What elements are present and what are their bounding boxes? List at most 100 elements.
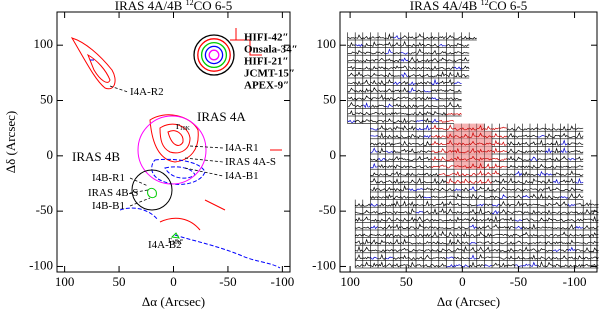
- spectrum: [377, 226, 386, 230]
- spectrum: [347, 87, 356, 93]
- spectrum: [362, 216, 371, 222]
- spectrum: [461, 165, 470, 169]
- spectrum: [400, 96, 409, 99]
- spectrum: [499, 194, 508, 199]
- spectrum: [430, 188, 439, 192]
- spectrum: [400, 264, 409, 266]
- spectrum: [370, 211, 379, 214]
- spectrum: [446, 200, 455, 206]
- spectrum: [347, 119, 356, 123]
- spectrum: [529, 193, 538, 199]
- spectrum: [529, 203, 538, 206]
- spectrum: [415, 97, 424, 101]
- spectrum: [355, 67, 363, 70]
- spectrum: [385, 127, 394, 131]
- spectrum: [446, 66, 455, 70]
- x-tick-label: -50: [510, 274, 527, 289]
- spectrum: [468, 261, 477, 268]
- y-tick-label: 0: [47, 147, 54, 162]
- spectrum: [499, 218, 508, 222]
- spectrum: [446, 59, 455, 62]
- spectrum: [354, 203, 364, 207]
- spectrum: [507, 141, 516, 146]
- spectrum: [408, 242, 417, 245]
- spectrum: [537, 163, 546, 169]
- spectrum: [370, 72, 379, 77]
- spectrum: [370, 256, 379, 260]
- spectrum: [469, 246, 477, 252]
- spectrum: [499, 209, 508, 215]
- spectrum: [370, 127, 379, 131]
- spectrum: [393, 256, 402, 260]
- spectrum: [423, 240, 432, 244]
- spectrum: [400, 52, 409, 55]
- spectrum: [544, 202, 553, 207]
- spectrum: [446, 231, 455, 237]
- spectrum: [430, 165, 439, 169]
- emission: [484, 138, 492, 147]
- spectrum: [491, 210, 500, 215]
- spectrum: [430, 74, 440, 78]
- spectrum: [362, 66, 371, 70]
- spectrum: [453, 188, 462, 191]
- spectrum: [560, 188, 569, 192]
- spectrum: [544, 217, 554, 222]
- y-tick-label: 100: [34, 36, 54, 51]
- spectrum: [431, 155, 440, 162]
- annotation: I4B-R1: [92, 172, 125, 184]
- spectrum: [544, 261, 554, 268]
- spectrum: [484, 158, 493, 161]
- spectrum: [393, 187, 402, 192]
- spectrum: [529, 178, 538, 184]
- x-tick-label: 100: [340, 274, 360, 289]
- spectrum: [469, 233, 477, 237]
- spectrum: [514, 149, 523, 154]
- spectrum: [545, 256, 554, 260]
- annotation-text: I4A-B2: [148, 239, 182, 251]
- spectrum: [575, 255, 584, 260]
- spectrum: [491, 188, 500, 192]
- spectrum: [408, 43, 417, 47]
- spectrum: [400, 195, 409, 200]
- spectrum: [583, 234, 592, 238]
- emission: [476, 123, 485, 132]
- spectrum: [461, 56, 470, 62]
- spectrum: [582, 263, 591, 267]
- spectrum: [446, 139, 455, 146]
- y-tick-label: -50: [319, 202, 336, 217]
- spectrum: [385, 263, 394, 268]
- spectrum: [567, 246, 576, 252]
- spectrum: [385, 249, 394, 252]
- annotation-text: I4B-R1: [92, 172, 125, 184]
- emission: [469, 138, 477, 147]
- x-tick-label: -50: [219, 274, 236, 289]
- spectrum: [385, 150, 394, 154]
- annotation-text: r: [176, 120, 180, 132]
- spectrum: [362, 102, 371, 109]
- spectrum: [347, 41, 356, 48]
- beam-circle: [208, 49, 220, 61]
- spectrum: [423, 264, 432, 268]
- spectrum: [423, 96, 432, 100]
- title-part: IRAS 4A/4B: [115, 0, 186, 13]
- spectrum: [522, 158, 531, 161]
- spectrum: [537, 135, 546, 138]
- spectrum: [567, 233, 576, 237]
- emission: [469, 146, 477, 154]
- spectrum: [370, 58, 379, 62]
- x-tick-label: -100: [563, 274, 587, 289]
- spectrum: [385, 48, 394, 55]
- spectrum: [499, 262, 508, 268]
- spectrum: [347, 96, 356, 100]
- spectrum: [393, 119, 401, 123]
- spectrum: [461, 65, 470, 70]
- annotation-text: I4A-R1: [225, 142, 259, 154]
- spectrum: [362, 238, 371, 245]
- spectrum: [560, 231, 569, 237]
- spectrum: [514, 165, 523, 169]
- spectrum: [484, 240, 493, 245]
- spectrum: [354, 216, 363, 222]
- spectrum: [544, 178, 553, 184]
- spectrum: [567, 264, 576, 268]
